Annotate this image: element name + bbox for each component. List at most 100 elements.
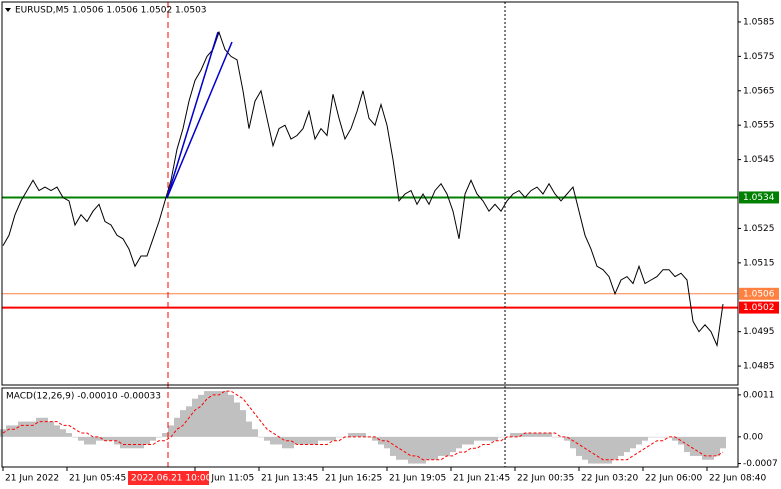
histogram-bar [636,436,642,445]
histogram-bar [234,402,240,437]
histogram-bar [438,436,444,456]
histogram-bar [660,436,666,438]
histogram-bar [204,391,210,437]
main-frame [1,1,739,386]
level-label: 1.0502 [743,303,775,313]
cursor-label: 2022.06.21 10:00 [131,474,212,484]
histogram-bar [600,436,606,464]
histogram-bar [276,436,282,445]
x-tick-label: 21 Jun 16:25 [325,474,382,484]
histogram-bar [84,436,90,445]
histogram-bar [162,433,168,437]
histogram-bar [252,429,258,437]
level-label: 1.0534 [743,193,775,203]
y-tick-label: 1.0485 [743,362,775,372]
histogram-bar [138,436,144,449]
histogram-bar [378,436,384,445]
histogram-bar [672,436,678,441]
histogram-bar [36,417,42,437]
histogram-bar [444,436,450,456]
plot-layer: 21 Jun 2022 21 Jun 05:45 21 Jun 11:05 21 Ju… [0,30,766,484]
x-tick-label: 21 Jun 11:05 [197,474,254,484]
x-tick-label: 21 Jun 13:45 [261,474,318,484]
histogram-bar [462,436,468,445]
histogram-bar [6,425,12,437]
histogram-bar [480,436,486,441]
histogram-bar [210,391,216,437]
level-label: 1.0506 [743,289,775,299]
histogram-bar [666,436,672,438]
histogram-bar [54,425,60,437]
histogram-bar [534,433,540,437]
macd-frame [1,387,739,468]
histogram-bar [552,436,558,438]
x-tick-label: 22 Jun 06:00 [645,474,702,484]
histogram-bar [12,425,18,437]
y-tick-label: 0.0011 [743,390,775,400]
histogram-bar [168,425,174,437]
x-tick-label: 21 Jun 05:45 [69,474,126,484]
histogram-bar [546,433,552,437]
y-tick-label: 1.0545 [743,155,775,165]
histogram-bar [558,436,564,438]
histogram-bar [0,429,6,437]
histogram-bar [510,433,516,437]
y-tick-label: 1.0565 [743,86,775,96]
histogram-bar [72,436,78,438]
y-tick-label: 1.0575 [743,52,775,62]
histogram-bar [468,436,474,445]
histogram-bar [630,436,636,449]
histogram-bar [372,436,378,441]
histogram-bar [594,436,600,464]
histogram-bar [126,436,132,449]
histogram-bar [642,436,648,441]
histogram-bar [648,436,654,438]
histogram-bar [588,436,594,464]
histogram-bar [474,436,480,441]
y-tick-label: -0.0007 [743,459,778,469]
histogram-bar [102,436,108,441]
histogram-bar [420,436,426,464]
histogram-bar [606,436,612,464]
histogram-bar [426,436,432,460]
y-tick-label: 1.0525 [743,224,775,234]
histogram-bar [720,436,726,449]
histogram-bar [396,436,402,460]
chart-title: EURUSD,M5 1.0506 1.0506 1.0502 1.0503 [15,6,207,16]
histogram-bar [486,436,492,441]
histogram-bar [624,436,630,453]
histogram-bar [360,433,366,437]
histogram-bar [402,436,408,460]
histogram-bar [48,421,54,437]
histogram-bar [198,394,204,437]
menu-arrow[interactable] [5,8,11,12]
histogram-bar [300,436,306,445]
histogram-bar [288,436,294,449]
histogram-bar [618,436,624,456]
x-tick-label: 22 Jun 03:20 [581,474,638,484]
histogram-bar [576,436,582,456]
x-tick-label: 21 Jun 21:45 [453,474,510,484]
macd-title: MACD(12,26,9) -0.00010 -0.00033 [6,392,161,402]
histogram-bar [312,436,318,445]
histogram-bar [516,433,522,437]
histogram-bar [30,421,36,437]
histogram-bar [456,436,462,449]
histogram-bar [120,436,126,449]
histogram-bar [414,436,420,464]
cursor-tag [128,471,209,485]
histogram-bar [78,436,84,441]
histogram-bar [540,433,546,437]
histogram-bar [90,436,96,445]
histogram-bar [708,436,714,460]
histogram-bar [306,436,312,445]
histogram-bar [180,410,186,437]
histogram-bar [294,436,300,445]
level-tag [739,191,779,204]
histogram-bar [654,436,660,438]
histogram-bar [714,436,720,456]
histogram-bar [390,436,396,456]
histogram-bar [330,436,336,441]
histogram-bar [246,421,252,437]
